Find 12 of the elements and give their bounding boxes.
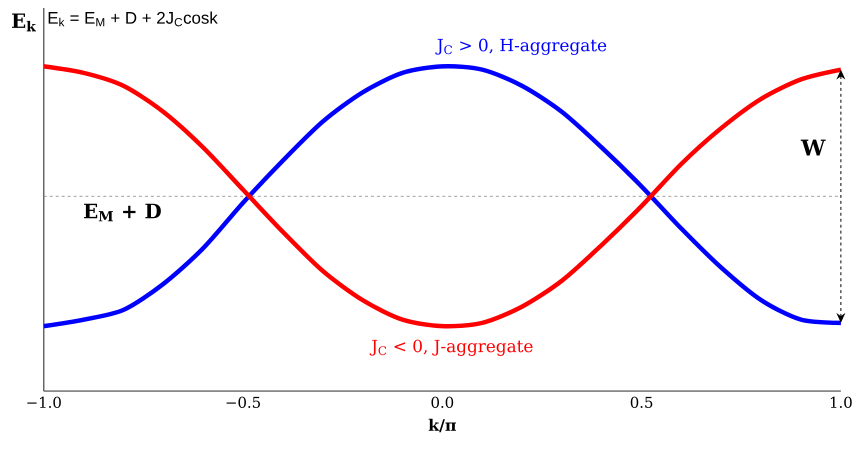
annotation: W: [800, 140, 826, 156]
x-tick-label: −1.0: [27, 396, 61, 408]
x-axis-title: k/π: [428, 418, 456, 432]
series-label: J$_{C}$ > 0, H-aggregate: [435, 38, 606, 56]
x-tick-label: 0.5: [630, 396, 652, 408]
series-label: J$_{C}$ < 0, J-aggregate: [370, 340, 533, 356]
y-axis-title: E$_{k}$: [12, 14, 36, 32]
text: E$_{k}$ = E$_{M}$ + D + 2J$_{C}$cosk: [48, 12, 218, 26]
x-tick-label: −0.5: [226, 396, 260, 408]
x-tick-label: 0.0: [431, 396, 454, 408]
x-tick-label: 1.0: [830, 396, 852, 408]
ref-line-label: E$_{M}$ + D: [84, 204, 161, 222]
